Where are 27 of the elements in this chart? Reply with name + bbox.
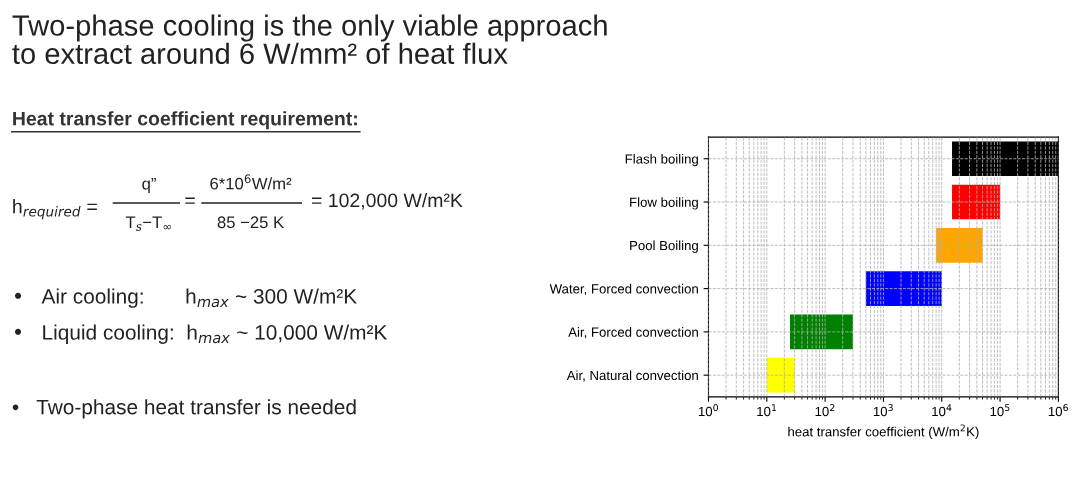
y-tick-label: Water, Forced convection: [549, 283, 698, 296]
y-tick-label: Air, Forced convection: [568, 327, 698, 339]
text: 85 −25 K: [217, 216, 284, 229]
text: 6*10$^{6}$W/m²: [210, 174, 292, 190]
text: T$_{s}$−T$_{∞}$: [125, 216, 171, 231]
y-tick-label: Pool Boiling: [630, 240, 698, 253]
text: h$_{required}$ =: [13, 199, 97, 220]
x-tick-label: 10$^{4}$: [932, 404, 952, 417]
text: Two-phase cooling is the only viable approach to extract around 6 W/mm² of heat flux: [12, 14, 607, 65]
x-tick-label: 10$^{5}$: [990, 404, 1010, 417]
text: • Liquid cooling: h$_{max}$ ~ 10,000 W/m²K: [15, 324, 388, 344]
text: =: [185, 197, 195, 204]
x-tick-label: 10$^{6}$: [1048, 404, 1068, 417]
text: = 102,000 W/m²K: [311, 192, 463, 210]
text: • Air cooling: h$_{max}$ ~ 300 W/m²K: [15, 288, 357, 308]
y-tick-label: Flow boiling: [630, 197, 698, 210]
text: • Two-phase heat transfer is needed: [12, 399, 356, 419]
x-tick-label: 10$^{1}$: [757, 404, 777, 417]
x-tick-label: 10$^{0}$: [698, 404, 718, 417]
text: q”: [142, 178, 156, 193]
x-axis-title: heat transfer coefficient (W/m$^{2}$K): [788, 424, 979, 440]
x-tick-label: 10$^{2}$: [815, 404, 835, 417]
x-tick-label: 10$^{3}$: [873, 404, 893, 417]
text: Heat transfer coefficient requirement:: [13, 111, 357, 130]
y-tick-label: Flash boiling: [625, 153, 698, 167]
bar: [766, 357, 795, 393]
y-tick-label: Air, Natural convection: [566, 370, 698, 382]
